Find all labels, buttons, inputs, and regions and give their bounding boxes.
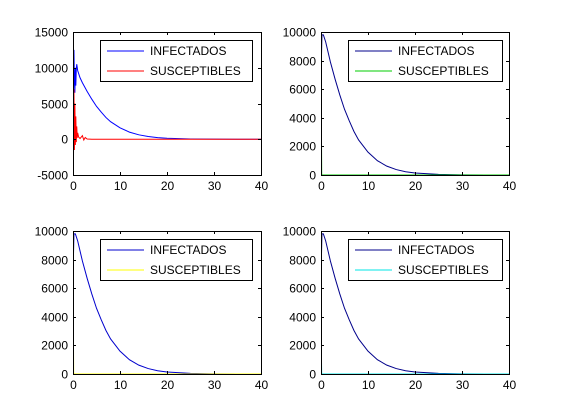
x-tick-label: 10 [114, 378, 128, 392]
series-line-infectados [73, 233, 261, 374]
y-tick-label: 10000 [283, 225, 317, 239]
y-tick-label: 8000 [289, 254, 316, 268]
legend: INFECTADOS SUSCEPTIBLES [100, 239, 253, 281]
legend-label-infectados: INFECTADOS [398, 243, 474, 257]
subplot-3: 0 10 20 30 40 0 2000 4000 6000 8000 10000 INFECTADO… [35, 225, 269, 393]
legend-box [348, 40, 503, 82]
y-tick-label: 2000 [41, 339, 68, 353]
legend-box [348, 239, 503, 281]
legend-label-infectados: INFECTADOS [150, 243, 226, 257]
y-tick-label: 0 [61, 133, 68, 147]
y-tick-label: 0 [309, 368, 316, 382]
y-tick-label: 2000 [289, 339, 316, 353]
x-tick-label: 40 [503, 378, 517, 392]
legend-label-susceptibles: SUSCEPTIBLES [398, 263, 489, 277]
x-tick-label: 20 [161, 179, 175, 193]
legend-label-susceptibles: SUSCEPTIBLES [398, 64, 489, 78]
legend-label-infectados: INFECTADOS [398, 44, 474, 58]
x-tick-label: 30 [208, 179, 222, 193]
series-line-susceptibles [73, 74, 261, 161]
y-tick-label: 0 [309, 169, 316, 183]
y-tick-label: 8000 [41, 254, 68, 268]
legend-box [100, 40, 253, 82]
y-tick-label: 5000 [41, 98, 68, 112]
x-tick-label: 0 [70, 378, 77, 392]
legend: INFECTADOS SUSCEPTIBLES [348, 40, 503, 82]
x-tick-label: 20 [409, 378, 423, 392]
y-tick-label: -5000 [37, 169, 68, 183]
x-tick-label: 30 [456, 179, 470, 193]
x-tick-label: 20 [161, 378, 175, 392]
legend-label-susceptibles: SUSCEPTIBLES [150, 263, 241, 277]
y-tick-label: 10000 [35, 62, 69, 76]
y-tick-label: 6000 [289, 282, 316, 296]
y-tick-label: 2000 [289, 140, 316, 154]
legend-label-infectados: INFECTADOS [150, 44, 226, 58]
x-tick-label: 0 [318, 378, 325, 392]
y-tick-label: 4000 [289, 112, 316, 126]
x-tick-label: 40 [255, 179, 269, 193]
x-tick-label: 20 [409, 179, 423, 193]
x-tick-label: 10 [114, 179, 128, 193]
x-tick-label: 30 [208, 378, 222, 392]
series-line-infectados [321, 233, 509, 374]
y-tick-label: 8000 [289, 55, 316, 69]
legend-box [100, 239, 253, 281]
y-tick-label: 4000 [41, 311, 68, 325]
legend: INFECTADOS SUSCEPTIBLES [100, 40, 253, 82]
series-line-infectados [321, 34, 509, 175]
x-tick-label: 10 [362, 179, 376, 193]
y-tick-label: 0 [61, 368, 68, 382]
y-tick-label: 4000 [289, 311, 316, 325]
x-tick-label: 0 [318, 179, 325, 193]
subplot-1: 0 10 20 30 40-5000050001000015000INFECTADOSS… [35, 26, 269, 194]
legend-label-susceptibles: SUSCEPTIBLES [150, 64, 241, 78]
series-line-infectados [73, 49, 261, 140]
y-tick-label: 10000 [35, 225, 69, 239]
subplot-2: 0 10 20 30 40 0 2000 4000 6000 8000 10000 INFECTADO… [283, 26, 517, 194]
x-tick-label: 0 [70, 179, 77, 193]
y-tick-label: 6000 [289, 83, 316, 97]
x-tick-label: 40 [503, 179, 517, 193]
y-tick-label: 15000 [35, 26, 69, 40]
y-tick-label: 6000 [41, 282, 68, 296]
legend: INFECTADOS SUSCEPTIBLES [348, 239, 503, 281]
x-tick-label: 30 [456, 378, 470, 392]
y-tick-label: 10000 [283, 26, 317, 40]
x-tick-label: 40 [255, 378, 269, 392]
subplot-4: 0 10 20 30 40 0 2000 4000 6000 8000 10000 INFECTADO… [283, 225, 517, 393]
x-tick-label: 10 [362, 378, 376, 392]
